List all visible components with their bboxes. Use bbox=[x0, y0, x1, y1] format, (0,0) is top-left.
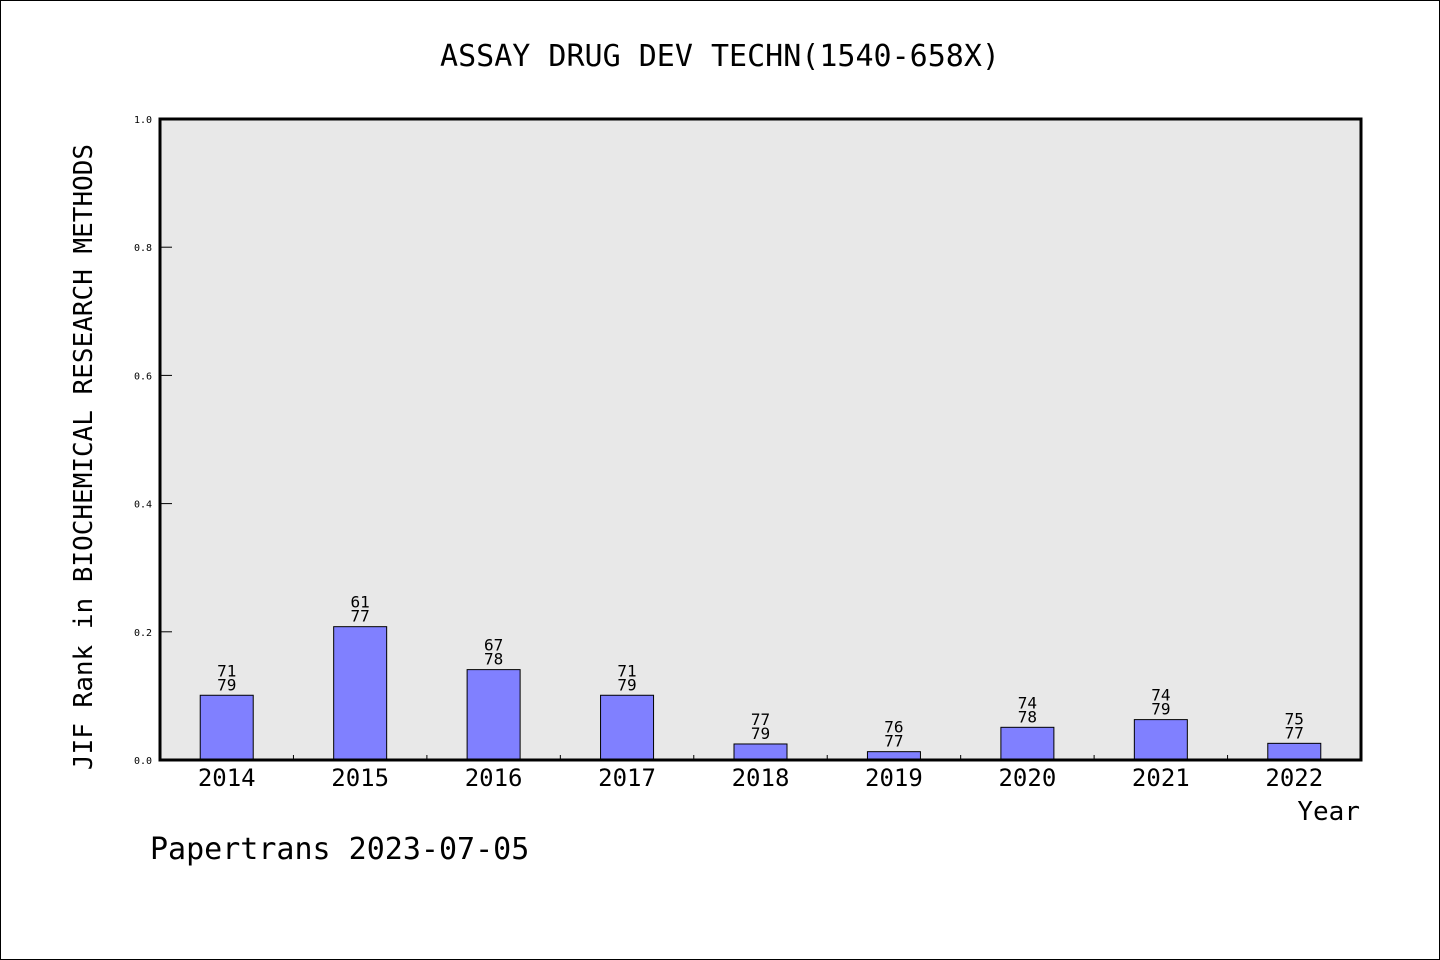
y-tick-label: 1.0 bbox=[134, 115, 152, 126]
y-axis-label: JIF Rank in BIOCHEMICAL RESEARCH METHODS bbox=[69, 144, 99, 770]
bar-total-label: 79 bbox=[1151, 700, 1170, 719]
footer-credit: Papertrans 2023-07-05 bbox=[150, 832, 530, 867]
x-tick-label: 2021 bbox=[1132, 764, 1190, 792]
bar-total-label: 77 bbox=[1285, 723, 1304, 742]
bar-rank-label: 71 bbox=[217, 661, 236, 680]
bar-2021 bbox=[1133, 719, 1188, 761]
bar-2020 bbox=[1000, 726, 1055, 761]
bar-total-label: 79 bbox=[217, 675, 236, 694]
plot-border bbox=[158, 117, 1363, 762]
y-tick-label: 0.6 bbox=[134, 371, 152, 382]
bar-rank-label: 74 bbox=[1018, 693, 1037, 712]
x-tick-label: 2019 bbox=[865, 764, 923, 792]
bar-rank-label: 67 bbox=[484, 636, 503, 655]
bar-2014 bbox=[199, 694, 254, 761]
x-tick-label: 2022 bbox=[1265, 764, 1323, 792]
y-tick-label: 0.0 bbox=[134, 756, 152, 767]
bar-2022 bbox=[1267, 742, 1322, 761]
y-axis-ticks: 0.0 0.2 0.4 0.6 0.8 1.0 bbox=[134, 115, 172, 767]
bar-total-label: 77 bbox=[884, 732, 903, 751]
y-tick-label: 0.8 bbox=[134, 243, 152, 254]
bar-rank-label: 75 bbox=[1285, 709, 1304, 728]
bar-rank-label: 77 bbox=[751, 710, 770, 729]
x-tick-label: 2015 bbox=[331, 764, 389, 792]
bar-rank-label: 61 bbox=[351, 593, 370, 612]
y-tick-label: 0.4 bbox=[134, 500, 152, 511]
bar-2018 bbox=[733, 743, 788, 761]
x-axis-ticks: 2014 2015 2016 2017 2018 2019 2020 2021 2022 bbox=[198, 755, 1323, 792]
x-tick-label: 2017 bbox=[598, 764, 656, 792]
bar-rank-label: 71 bbox=[617, 661, 636, 680]
bars bbox=[199, 626, 1322, 761]
bar-total-label: 79 bbox=[617, 675, 636, 694]
bar-rank-label: 76 bbox=[884, 718, 903, 737]
x-tick-label: 2014 bbox=[198, 764, 256, 792]
bar-2017 bbox=[600, 694, 655, 761]
bar-total-label: 77 bbox=[351, 607, 370, 626]
bar-total-label: 78 bbox=[484, 650, 503, 669]
x-tick-label: 2018 bbox=[732, 764, 790, 792]
bar-total-label: 78 bbox=[1018, 707, 1037, 726]
chart-title: ASSAY DRUG DEV TECHN(1540-658X) bbox=[440, 39, 1000, 74]
x-tick-label: 2016 bbox=[465, 764, 523, 792]
bar-total-label: 79 bbox=[751, 724, 770, 743]
bar-2015 bbox=[333, 626, 388, 761]
x-tick-label: 2020 bbox=[998, 764, 1056, 792]
bar-2016 bbox=[466, 669, 521, 761]
y-tick-label: 0.2 bbox=[134, 628, 152, 639]
bar-rank-label: 74 bbox=[1151, 686, 1170, 705]
x-axis-label: Year bbox=[1297, 797, 1360, 827]
